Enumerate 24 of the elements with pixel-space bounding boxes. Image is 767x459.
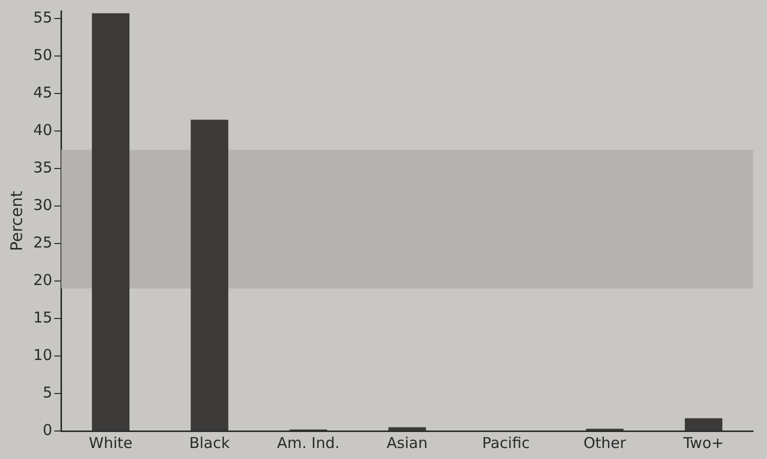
bar [190, 120, 228, 430]
x-tick-label: White [88, 434, 133, 452]
y-tick-label: 20 [33, 270, 52, 289]
x-tick-label: Black [189, 434, 230, 452]
x-tick-label: Asian [386, 434, 428, 452]
y-tick-label: 15 [33, 308, 52, 326]
y-tick-label: 45 [33, 83, 52, 102]
y-tick-label: 55 [33, 8, 52, 26]
y-tick-label: 35 [33, 158, 52, 176]
x-tick-label: Two+ [682, 434, 724, 452]
y-tick-label: 30 [33, 196, 52, 214]
bar [684, 418, 722, 430]
y-tick-label: 5 [42, 383, 52, 402]
bar [388, 427, 426, 430]
bar [92, 13, 130, 430]
x-tick-label: Am. Ind. [277, 434, 340, 452]
y-tick-label: 10 [33, 346, 52, 364]
y-tick-label: 0 [42, 420, 52, 439]
y-axis-title: Percent [6, 190, 26, 252]
y-tick-label: 50 [33, 46, 52, 64]
y-tick-label: 40 [33, 120, 52, 139]
x-tick-label: Other [583, 434, 627, 452]
x-tick-label: Pacific [482, 434, 530, 452]
y-tick-label: 25 [33, 233, 52, 252]
